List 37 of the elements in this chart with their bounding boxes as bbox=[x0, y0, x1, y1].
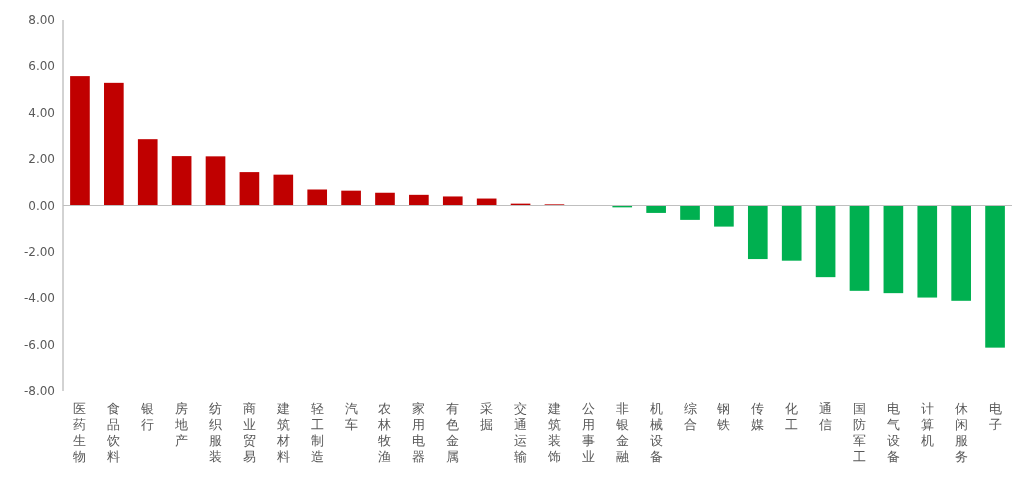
x-tick-label: 电气设备 bbox=[886, 401, 900, 464]
x-tick-label: 休闲服务 bbox=[954, 401, 968, 464]
x-tick-label: 银行 bbox=[140, 401, 155, 432]
x-tick-label: 纺织服装 bbox=[209, 401, 223, 464]
y-tick-label: 4.00 bbox=[28, 105, 55, 120]
x-tick-label: 计算机 bbox=[920, 401, 934, 448]
x-tick-label: 电子 bbox=[988, 401, 1002, 432]
x-tick-label: 综合 bbox=[683, 401, 697, 432]
x-tick-label: 化工 bbox=[785, 401, 799, 432]
x-tick-label: 机械设备 bbox=[649, 401, 663, 464]
x-tick-label: 非银金融 bbox=[614, 401, 629, 464]
x-tick-label: 公用事业 bbox=[581, 401, 595, 464]
x-tick-label: 传媒 bbox=[751, 401, 765, 432]
y-tick-label: -6.00 bbox=[23, 337, 55, 352]
x-tick-label: 家用电器 bbox=[412, 401, 426, 464]
x-tick-label: 采掘 bbox=[480, 401, 494, 432]
x-tick-label: 建筑装饰 bbox=[546, 401, 561, 464]
x-tick-label: 商业贸易 bbox=[242, 401, 256, 464]
x-tick-label: 医药生物 bbox=[73, 401, 87, 464]
x-tick-label: 交通运输 bbox=[514, 401, 528, 464]
x-tick-label: 食品饮料 bbox=[106, 401, 121, 464]
y-tick-label: -2.00 bbox=[23, 244, 55, 259]
y-tick-label: 8.00 bbox=[28, 13, 55, 27]
y-tick-label: 2.00 bbox=[28, 152, 55, 167]
y-tick-label: -4.00 bbox=[23, 291, 55, 306]
x-tick-label: 房地产 bbox=[174, 401, 189, 448]
x-tick-label: 钢铁 bbox=[716, 401, 731, 432]
x-tick-label: 建筑材料 bbox=[275, 401, 290, 464]
x-tick-label: 农林牧渔 bbox=[377, 401, 392, 464]
x-tick-label: 轻工制造 bbox=[310, 401, 324, 464]
x-tick-label: 国防军工 bbox=[852, 401, 866, 464]
y-tick-label: -8.00 bbox=[23, 384, 55, 398]
x-tick-label: 汽车 bbox=[344, 401, 358, 432]
y-tick-label: 6.00 bbox=[28, 59, 55, 74]
y-tick-label: 0.00 bbox=[28, 198, 55, 213]
x-tick-label: 通信 bbox=[819, 401, 833, 432]
x-tick-label: 有色金属 bbox=[446, 401, 460, 464]
